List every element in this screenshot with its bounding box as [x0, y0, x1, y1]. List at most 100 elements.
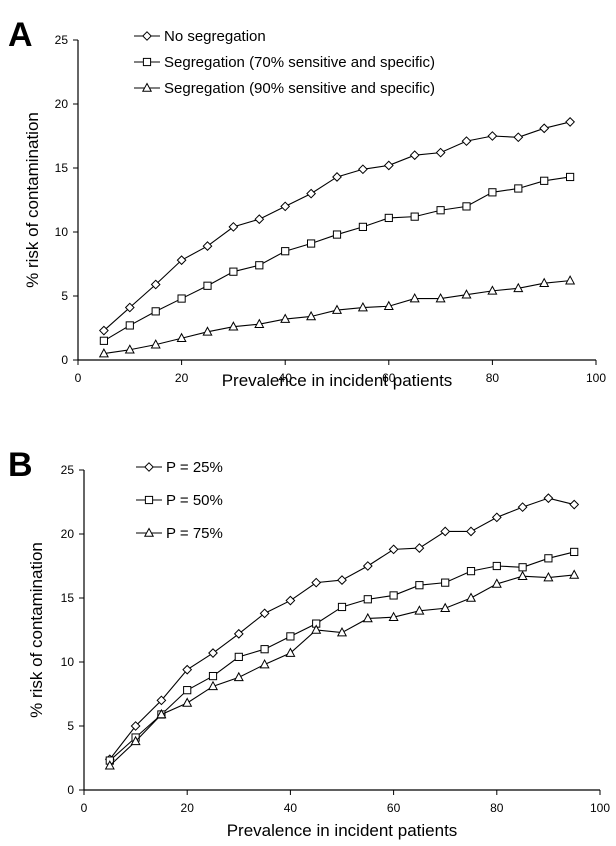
data-point-diamond [150, 279, 161, 290]
data-point-diamond [565, 117, 576, 127]
data-point-diamond [337, 575, 347, 585]
legend-label: Segregation (90% sensitive and specific) [164, 80, 435, 97]
data-point-triangle [362, 612, 373, 623]
data-point-triangle [491, 578, 502, 588]
data-point-diamond [569, 499, 580, 510]
data-point-triangle [569, 569, 580, 579]
panel-b: B 0 5 10 15 20 25 0 20 40 60 80 100 Prevalence in inc… [8, 446, 610, 840]
data-point-diamond [306, 188, 317, 199]
data-point-diamond [487, 131, 498, 141]
data-point-diamond [202, 241, 213, 251]
x-tick-label: 20 [181, 801, 195, 815]
legend-label: Segregation (70% sensitive and specific) [164, 54, 435, 71]
data-point-diamond [254, 214, 265, 225]
data-point-triangle [513, 282, 524, 293]
panel-letter: B [8, 446, 33, 484]
data-point-triangle [336, 627, 348, 637]
series-line-1 [103, 121, 571, 331]
data-point-triangle [388, 611, 399, 621]
data-point-diamond [435, 147, 446, 158]
data-point-square [255, 261, 264, 270]
data-point-square [363, 595, 372, 604]
data-point-diamond [280, 201, 291, 212]
data-point-triangle [409, 293, 420, 303]
data-point-diamond [383, 160, 394, 171]
y-tick-label: 20 [55, 97, 69, 111]
data-point-square [286, 632, 295, 641]
x-tick-label: 20 [175, 371, 189, 385]
x-axis-title: Prevalence in incident patients [227, 821, 458, 840]
data-point-diamond [176, 255, 187, 266]
data-point-diamond [98, 325, 109, 336]
legend-marker-diamond [142, 31, 152, 41]
data-point-triangle [331, 304, 343, 314]
data-point-square [125, 321, 134, 330]
y-tick-label: 25 [55, 33, 69, 47]
y-tick-label: 20 [61, 527, 75, 541]
data-point-triangle [517, 570, 528, 581]
data-point-diamond [311, 577, 322, 588]
data-point-square [177, 294, 186, 303]
data-point-triangle [306, 310, 317, 321]
data-point-square [462, 202, 471, 211]
data-point-square [441, 578, 450, 587]
x-tick-label: 100 [590, 801, 610, 815]
data-point-square [234, 652, 243, 661]
data-point-square [332, 230, 342, 239]
data-point-diamond [466, 526, 476, 537]
y-tick-label: 0 [61, 353, 68, 367]
data-point-square [281, 247, 290, 256]
legend-marker-triangle [141, 82, 153, 92]
data-point-diamond [517, 502, 528, 513]
data-point-square [436, 206, 445, 215]
data-point-triangle [254, 318, 265, 328]
legend-label: No segregation [164, 28, 266, 45]
y-tick-label: 15 [61, 591, 75, 605]
data-point-triangle [414, 605, 425, 615]
legend-label: P = 50% [166, 492, 223, 509]
data-point-diamond [332, 172, 342, 182]
data-point-square [570, 547, 579, 557]
data-point-triangle [311, 624, 322, 634]
data-point-square [99, 336, 109, 345]
data-point-square [183, 686, 192, 695]
data-point-square [337, 602, 347, 612]
data-point-triangle [156, 708, 167, 719]
y-tick-label: 25 [61, 463, 75, 477]
data-point-square [544, 554, 553, 563]
data-point-square [384, 213, 393, 223]
data-point-triangle [383, 300, 394, 311]
data-point-triangle [150, 339, 161, 349]
data-point-triangle [130, 735, 141, 746]
data-point-square [389, 591, 398, 600]
data-point-triangle [543, 571, 554, 582]
panel-a: A 0 5 10 15 20 25 0 20 40 60 80 100 Prevalence in inc… [8, 16, 606, 390]
legend-marker-diamond [144, 462, 154, 472]
data-point-diamond [357, 164, 368, 175]
data-point-triangle [259, 659, 270, 669]
data-point-square [260, 645, 269, 654]
y-tick-label: 5 [67, 719, 74, 733]
data-point-square [151, 307, 160, 316]
data-point-diamond [543, 493, 554, 504]
x-tick-label: 0 [75, 371, 82, 385]
data-point-triangle [465, 592, 477, 602]
data-point-square [518, 563, 527, 572]
y-tick-label: 0 [67, 783, 74, 797]
legend-label: P = 75% [166, 525, 223, 542]
data-point-triangle [124, 344, 135, 354]
data-point-diamond [208, 648, 218, 658]
data-point-diamond [388, 544, 399, 555]
data-point-diamond [440, 526, 451, 537]
data-point-diamond [285, 595, 296, 606]
panel-letter: A [8, 16, 33, 54]
data-point-triangle [461, 289, 472, 299]
data-point-square [466, 567, 476, 576]
series-line-3 [103, 280, 571, 355]
data-point-diamond [124, 302, 135, 313]
data-point-square [410, 212, 419, 221]
data-point-triangle [435, 293, 446, 303]
data-point-square [514, 184, 523, 193]
data-point-triangle [207, 680, 219, 691]
